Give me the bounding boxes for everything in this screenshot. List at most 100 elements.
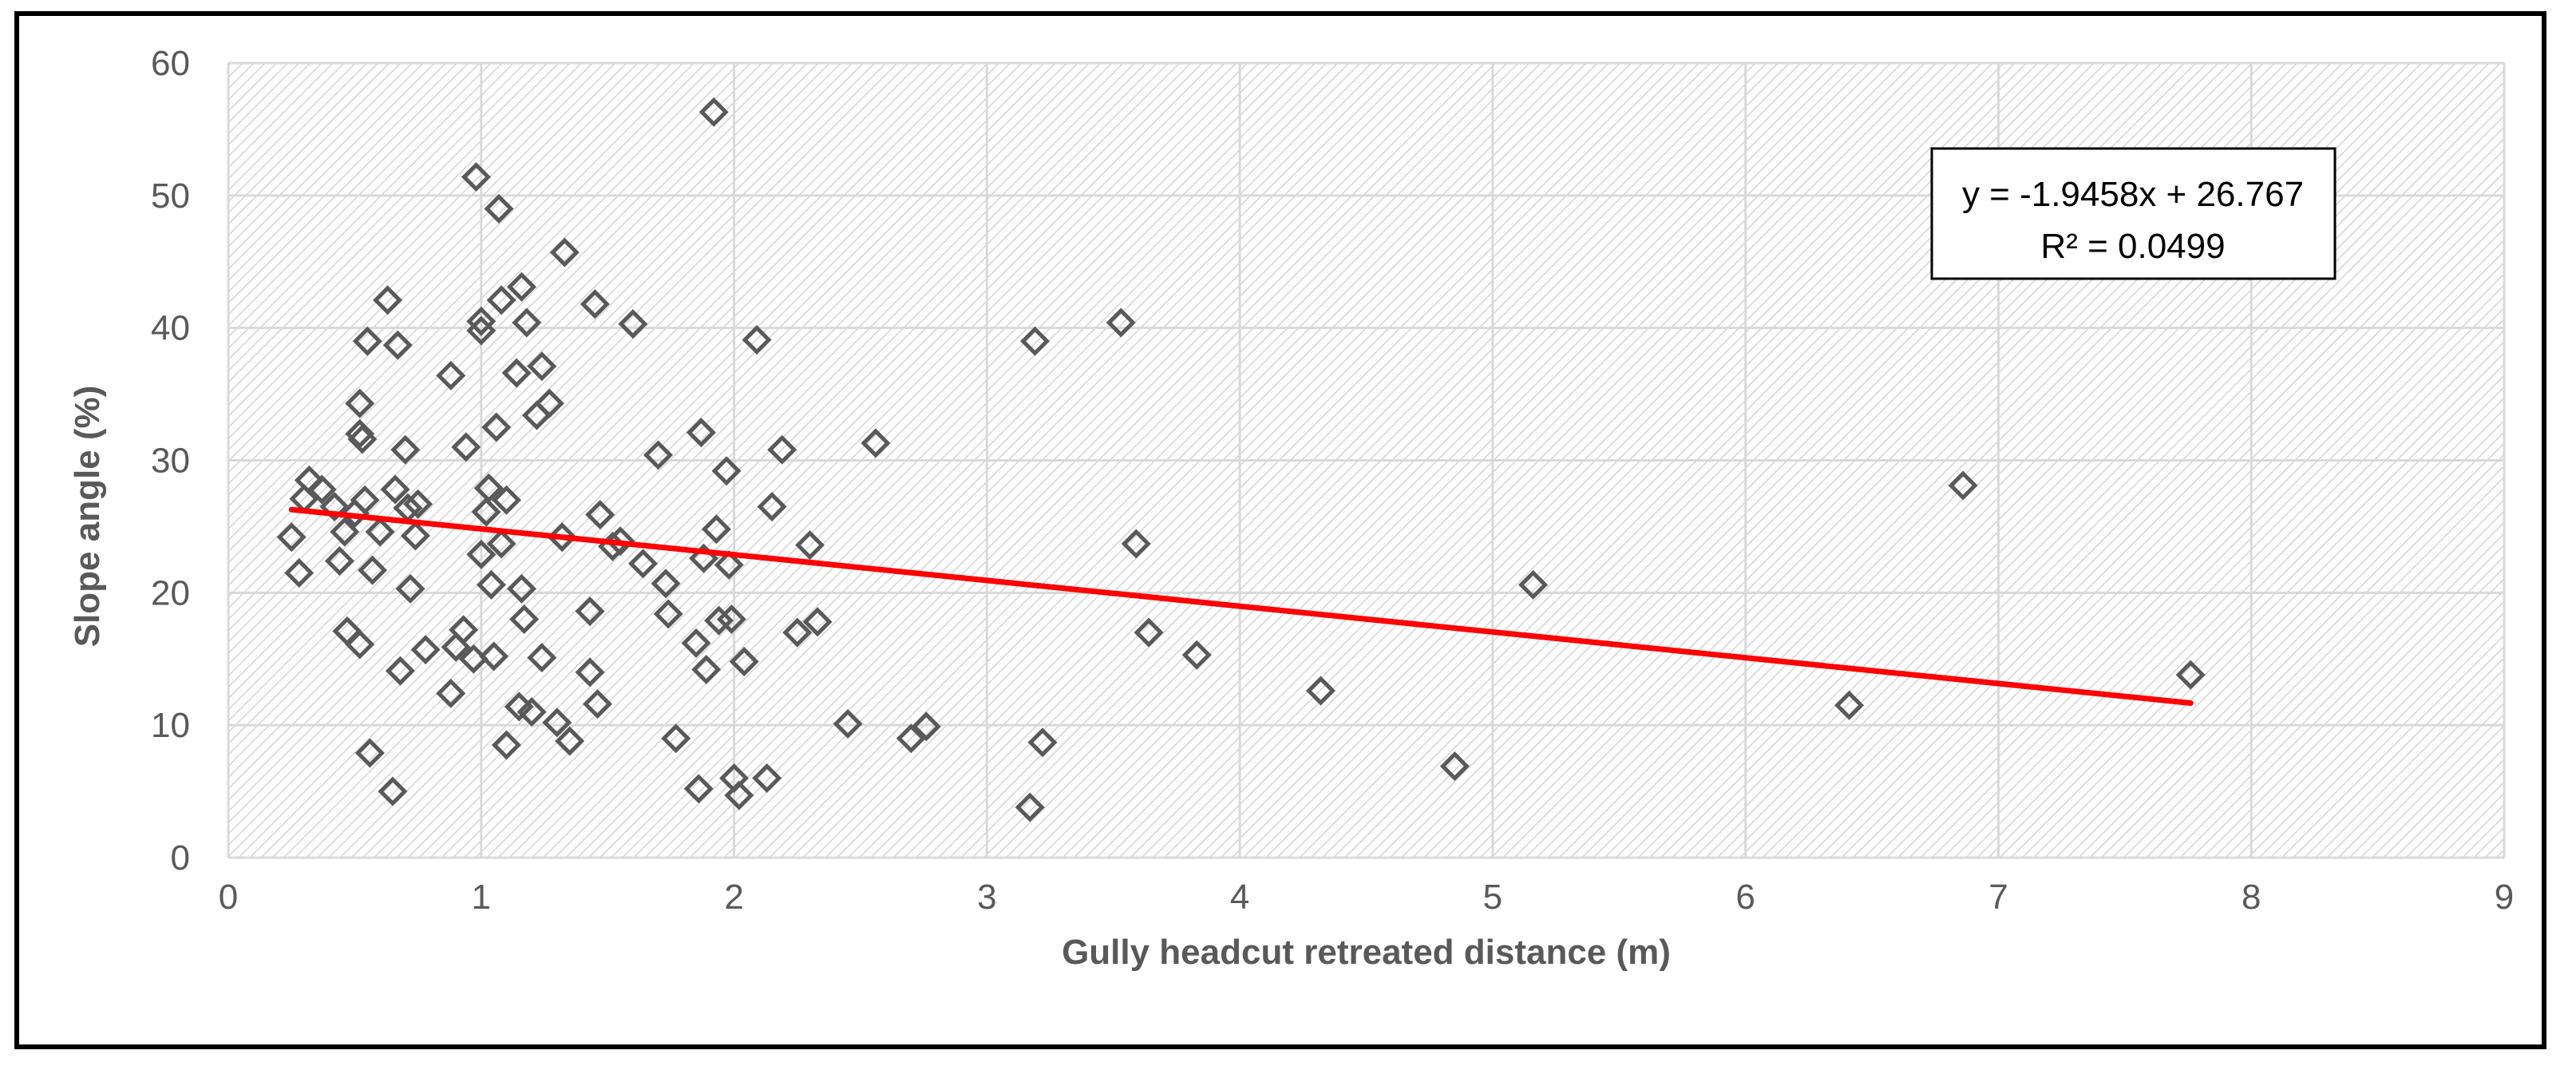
data-point — [580, 289, 610, 319]
data-point — [618, 309, 648, 339]
data-point — [534, 388, 564, 418]
gridlines — [227, 61, 2506, 859]
data-point — [319, 492, 350, 522]
data-point — [1518, 569, 1549, 600]
data-point — [382, 330, 413, 360]
data-point — [802, 607, 833, 637]
data-point — [896, 723, 926, 754]
data-point — [390, 434, 421, 465]
y-tick-label: 60 — [151, 44, 190, 83]
data-point — [1027, 727, 1058, 758]
trendline — [288, 506, 2194, 707]
data-point — [1439, 751, 1470, 782]
data-point — [358, 555, 388, 585]
data-point — [527, 351, 557, 382]
trendline-r-squared: R² = 0.0499 — [2040, 227, 2225, 266]
data-point — [476, 569, 506, 600]
data-point — [345, 629, 375, 660]
data-point — [683, 774, 714, 804]
x-tick-label: 7 — [1988, 878, 2008, 917]
data-point — [509, 604, 540, 635]
data-point — [643, 440, 674, 470]
data-point — [395, 573, 425, 604]
data-point — [605, 526, 635, 557]
data-point — [373, 285, 403, 315]
x-tick-label: 9 — [2495, 878, 2514, 917]
data-point — [582, 689, 613, 719]
data-point — [516, 697, 547, 727]
data-point — [491, 730, 521, 760]
data-point — [911, 711, 941, 742]
data-point — [491, 485, 521, 515]
data-point — [307, 474, 337, 505]
data-point — [729, 647, 759, 677]
y-tick-labels: 0 10 20 30 40 50 60 — [151, 44, 190, 878]
x-tick-labels: 0 1 2 3 4 5 6 7 8 9 — [219, 878, 2514, 917]
data-point — [466, 539, 497, 569]
data-point — [347, 424, 378, 454]
data-point — [691, 654, 722, 685]
data-point — [724, 780, 754, 810]
y-axis-title: Slope angle (%) — [68, 386, 107, 648]
data-point — [481, 412, 512, 442]
data-point — [575, 596, 605, 627]
y-tick-label: 30 — [151, 442, 190, 481]
data-point — [380, 474, 410, 505]
y-tick-label: 10 — [151, 706, 190, 745]
data-point — [294, 465, 324, 495]
data-point — [653, 599, 683, 629]
x-tick-label: 8 — [2242, 878, 2261, 917]
data-point — [627, 549, 659, 579]
data-point — [436, 678, 466, 708]
data-point — [767, 434, 797, 465]
data-point — [354, 738, 385, 768]
data-point — [284, 557, 315, 588]
data-point — [1181, 640, 1212, 670]
data-point — [484, 193, 514, 224]
data-point — [350, 485, 380, 515]
data-point — [345, 388, 375, 418]
data-point — [716, 604, 746, 635]
data-point — [698, 97, 729, 127]
x-tick-label: 2 — [724, 878, 743, 917]
data-point — [330, 517, 360, 547]
data-point — [757, 492, 787, 522]
y-tick-label: 20 — [151, 573, 190, 612]
x-tick-label: 0 — [219, 878, 238, 917]
data-point — [479, 641, 509, 672]
data-point — [686, 418, 716, 448]
data-point — [400, 521, 430, 551]
data-point — [661, 723, 691, 754]
data-point — [276, 522, 307, 553]
x-axis-title: Gully headcut retreated distance (m) — [1062, 933, 1671, 972]
data-point — [1106, 307, 1136, 338]
data-point — [466, 306, 497, 336]
data-point — [752, 763, 782, 794]
data-point — [1015, 792, 1045, 822]
trendline-equation: y = -1.9458x + 26.767 — [1962, 175, 2304, 214]
data-point — [385, 656, 415, 686]
data-point — [1134, 617, 1164, 648]
data-point — [403, 489, 433, 519]
data-point — [461, 162, 491, 192]
data-point — [1305, 676, 1336, 706]
data-point — [486, 285, 516, 315]
data-point — [714, 549, 744, 581]
data-point — [378, 776, 408, 806]
data-point — [701, 514, 731, 545]
data-point — [473, 473, 504, 503]
data-point — [704, 605, 734, 636]
data-point — [324, 545, 354, 577]
data-point — [449, 615, 479, 645]
data-point — [782, 617, 813, 648]
data-point — [471, 497, 501, 527]
data-point — [512, 307, 542, 338]
data-point — [742, 325, 772, 355]
data-point — [1121, 529, 1151, 559]
x-tick-label: 6 — [1735, 878, 1755, 917]
data-point — [1019, 326, 1051, 356]
data-point — [1948, 470, 1978, 501]
data-point — [555, 726, 585, 756]
data-point — [466, 315, 497, 346]
